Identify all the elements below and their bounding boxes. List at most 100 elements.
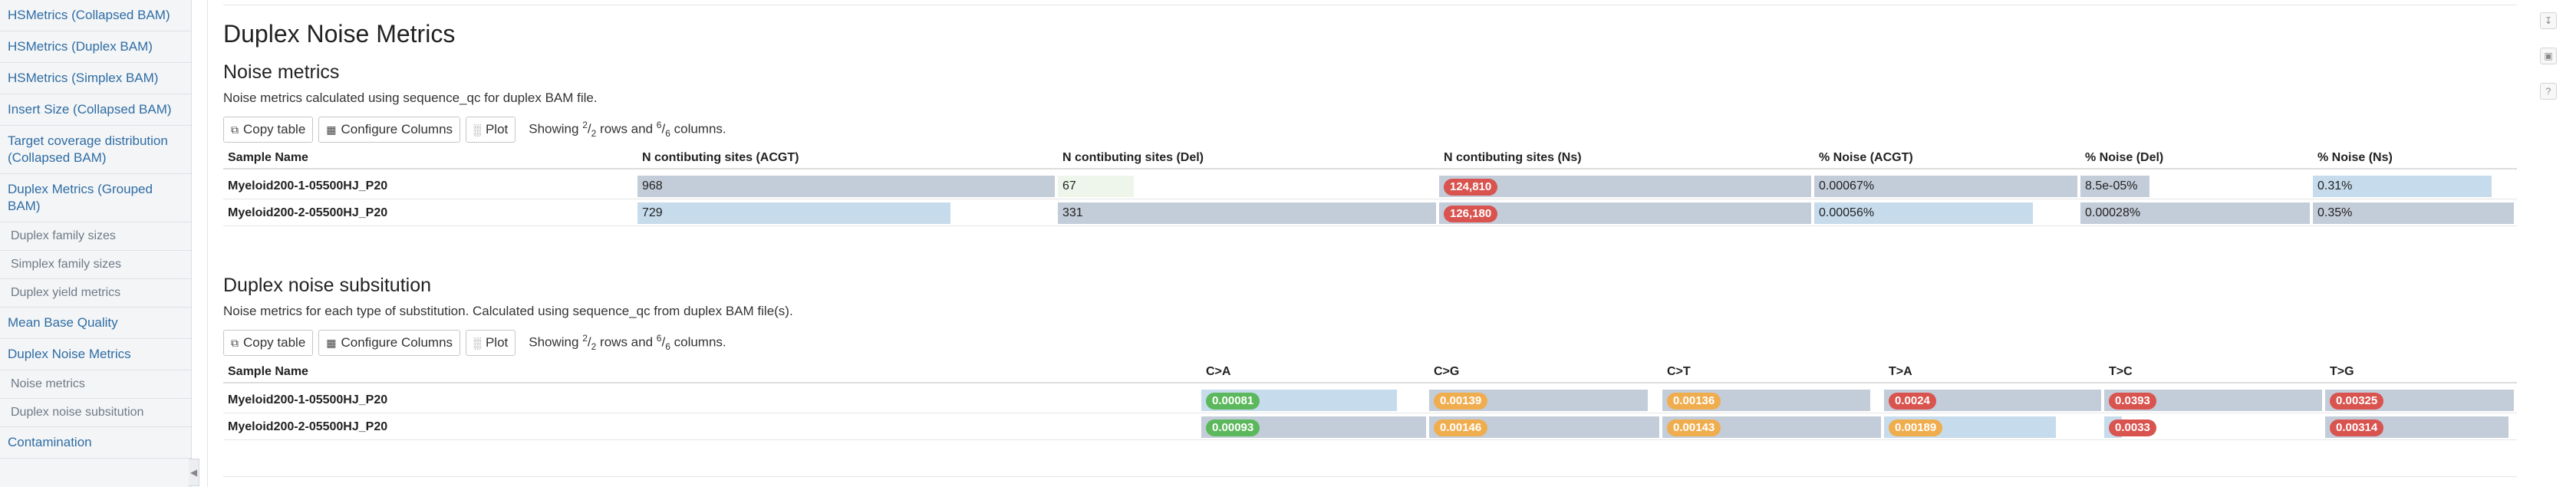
- value-bar: [2080, 176, 2149, 197]
- column-header[interactable]: % Noise (Ns): [2317, 151, 2393, 164]
- table-row: Myeloid200-2-05500HJ_P20 0.00093 0.00146 0.…: [223, 415, 2517, 440]
- sidebar-toggle[interactable]: ◀: [189, 459, 199, 486]
- value-badge: 0.00146: [1434, 420, 1488, 436]
- sample-name: Myeloid200-1-05500HJ_P20: [228, 179, 388, 192]
- copy-icon: ⧉: [231, 123, 239, 136]
- table-header: Sample Name N contibuting sites (ACGT) N c…: [223, 148, 2517, 169]
- value-badge: 0.00189: [1889, 420, 1943, 436]
- sidebar-item[interactable]: HSMetrics (Simplex BAM): [0, 63, 191, 94]
- value-badge: 126,180: [1444, 206, 1498, 222]
- sidebar-item[interactable]: Duplex yield metrics: [0, 279, 191, 308]
- value-badge: 0.0393: [2109, 393, 2156, 410]
- table-header: Sample Name C>A C>G C>T T>A T>C T>G: [223, 362, 2517, 383]
- value-bar: [637, 176, 1055, 197]
- configure-columns-button[interactable]: ▦ Configure Columns: [318, 117, 461, 143]
- sidebar-item[interactable]: Duplex Metrics (Grouped BAM): [0, 174, 191, 222]
- column-header[interactable]: N contibuting sites (ACGT): [642, 151, 799, 164]
- sample-name: Myeloid200-2-05500HJ_P20: [228, 206, 388, 219]
- download-icon[interactable]: ↧: [2540, 12, 2557, 29]
- sidebar-item[interactable]: Duplex Noise Metrics: [0, 339, 191, 370]
- showing-count: Showing 2/2 rows and 6/6 columns.: [529, 120, 726, 140]
- sidebar-item[interactable]: Duplex noise subsitution: [0, 399, 191, 427]
- value-badge: 0.00143: [1667, 420, 1721, 436]
- column-header[interactable]: N contibuting sites (Del): [1062, 151, 1204, 164]
- copy-table-button[interactable]: ⧉ Copy table: [223, 117, 314, 143]
- value-bar: [1814, 176, 2077, 197]
- table-row: Myeloid200-1-05500HJ_P20 968 67 124,810 0.00…: [223, 174, 2517, 199]
- column-header[interactable]: T>G: [2330, 365, 2354, 378]
- copy-icon: ⧉: [231, 336, 239, 349]
- column-header[interactable]: Sample Name: [228, 151, 308, 164]
- bar-chart-icon: ░: [473, 337, 481, 349]
- sidebar-item[interactable]: Duplex family sizes: [0, 222, 191, 251]
- plot-button[interactable]: ░ Plot: [466, 330, 516, 356]
- grid-icon: ▦: [326, 336, 337, 349]
- value-badge: 0.00136: [1667, 393, 1721, 410]
- column-header[interactable]: % Noise (Del): [2085, 151, 2164, 164]
- sidebar-item[interactable]: Noise metrics: [0, 370, 191, 399]
- cell-value: 67: [1062, 179, 1076, 192]
- plot-button[interactable]: ░ Plot: [466, 117, 516, 143]
- table-row: Myeloid200-2-05500HJ_P20 729 331 126,180 0.0…: [223, 201, 2517, 226]
- configure-columns-button[interactable]: ▦ Configure Columns: [318, 330, 461, 356]
- value-badge: 0.0033: [2109, 420, 2156, 436]
- value-bar: [637, 202, 950, 224]
- divider: [223, 476, 2517, 477]
- showing-count: Showing 2/2 rows and 6/6 columns.: [529, 333, 726, 353]
- help-icon[interactable]: ?: [2540, 83, 2557, 100]
- column-header[interactable]: T>C: [2109, 365, 2133, 378]
- value-badge: 0.00314: [2330, 420, 2384, 436]
- value-badge: 124,810: [1444, 179, 1498, 196]
- sidebar-item[interactable]: Target coverage distribution (Collapsed …: [0, 126, 191, 174]
- bar-chart-icon: ░: [473, 123, 481, 136]
- sidebar-nav: HSMetrics (Collapsed BAM) HSMetrics (Dupl…: [0, 0, 192, 487]
- sidebar-item[interactable]: HSMetrics (Collapsed BAM): [0, 0, 191, 31]
- section-description-noise: Noise metrics calculated using sequence_…: [223, 90, 598, 105]
- sidebar-item[interactable]: HSMetrics (Duplex BAM): [0, 31, 191, 63]
- cell-value: 0.00028%: [2085, 206, 2141, 219]
- column-header[interactable]: C>G: [1434, 365, 1460, 378]
- value-badge: 0.00081: [1206, 393, 1260, 410]
- value-badge: 0.00093: [1206, 420, 1260, 436]
- value-badge: 0.00325: [2330, 393, 2384, 410]
- table-row: Myeloid200-1-05500HJ_P20 0.00081 0.00139 0.…: [223, 388, 2517, 413]
- value-bar: [2313, 202, 2514, 224]
- sidebar-item[interactable]: Contamination: [0, 427, 191, 459]
- sample-name: Myeloid200-1-05500HJ_P20: [228, 393, 388, 406]
- cell-value: 331: [1062, 206, 1083, 219]
- column-header[interactable]: % Noise (ACGT): [1819, 151, 1913, 164]
- copy-table-button[interactable]: ⧉ Copy table: [223, 330, 314, 356]
- cell-value: 0.31%: [2317, 179, 2353, 192]
- sample-name: Myeloid200-2-05500HJ_P20: [228, 420, 388, 433]
- value-bar: [1439, 202, 1811, 224]
- section-title-noise: Noise metrics: [223, 61, 340, 83]
- value-badge: 0.0024: [1889, 393, 1936, 410]
- sidebar-item[interactable]: Simplex family sizes: [0, 251, 191, 279]
- cell-value: 0.00056%: [1819, 206, 1875, 219]
- cell-value: 968: [642, 179, 663, 192]
- save-icon[interactable]: ▣: [2540, 48, 2557, 64]
- value-bar: [2313, 176, 2492, 197]
- noise-toolbar: ⧉ Copy table ▦ Configure Columns ░ Plot Sho…: [223, 117, 726, 143]
- section-title-substitution: Duplex noise subsitution: [223, 275, 431, 296]
- value-bar: [2080, 202, 2310, 224]
- cell-value: 729: [642, 206, 663, 219]
- main-content: Duplex Noise Metrics Noise metrics Noise…: [207, 0, 2532, 487]
- column-header[interactable]: N contibuting sites (Ns): [1444, 151, 1582, 164]
- value-badge: 0.00139: [1434, 393, 1488, 410]
- page-title: Duplex Noise Metrics: [223, 20, 456, 48]
- section-description-substitution: Noise metrics for each type of substitut…: [223, 304, 793, 318]
- value-bar: [1814, 202, 2033, 224]
- sidebar-item[interactable]: Mean Base Quality: [0, 308, 191, 339]
- column-header[interactable]: C>A: [1206, 365, 1231, 378]
- value-bar: [1439, 176, 1811, 197]
- column-header[interactable]: T>A: [1889, 365, 1912, 378]
- chevron-left-icon: ◀: [189, 467, 198, 478]
- cell-value: 0.00067%: [1819, 179, 1875, 192]
- sidebar-item[interactable]: Insert Size (Collapsed BAM): [0, 94, 191, 126]
- column-header[interactable]: C>T: [1667, 365, 1691, 378]
- grid-icon: ▦: [326, 123, 337, 136]
- column-header[interactable]: Sample Name: [228, 365, 308, 378]
- substitution-toolbar: ⧉ Copy table ▦ Configure Columns ░ Plot Sho…: [223, 330, 726, 356]
- value-bar: [1058, 202, 1436, 224]
